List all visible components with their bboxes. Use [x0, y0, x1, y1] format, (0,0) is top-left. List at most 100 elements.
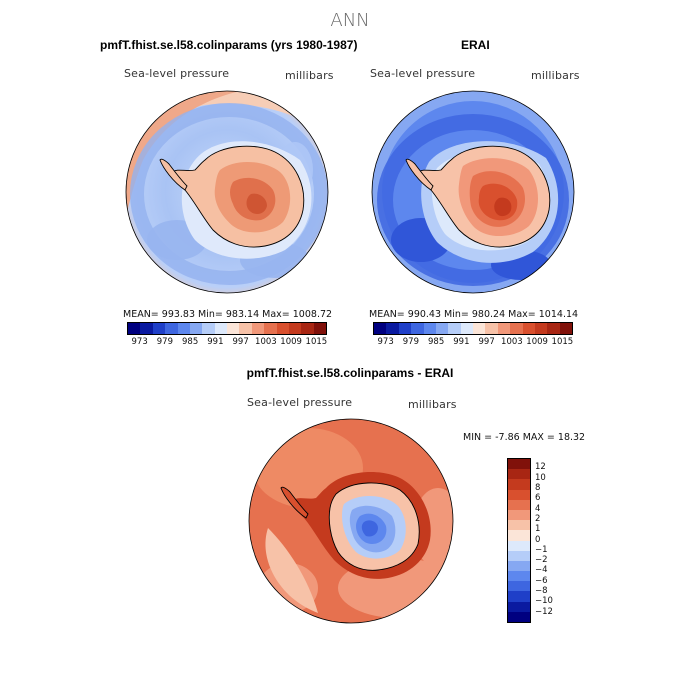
panel1-units: millibars — [285, 69, 334, 82]
panel3-colorbar-swatch — [508, 530, 530, 541]
panel3-colorbar — [507, 458, 531, 623]
panel3-colorbar-tick-label: −1 — [535, 544, 548, 555]
panel3-colorbar-swatch — [508, 581, 530, 592]
panel2-colorbar-swatch — [423, 323, 436, 334]
panel1-colorbar-swatch — [251, 323, 265, 334]
panel1-colorbar-tick-label: 1015 — [305, 337, 328, 347]
panel2-stats: MEAN= 990.43 Min= 980.24 Max= 1014.14 — [369, 309, 579, 320]
panel1-colorbar-tick-label: 973 — [131, 337, 148, 347]
panel1-colorbar-tick-label: 979 — [156, 337, 173, 347]
panel1-colorbar-swatch — [239, 323, 252, 334]
panel2-colorbar-tick-label: 973 — [377, 337, 394, 347]
panel1-colorbar-swatch — [128, 323, 141, 334]
figure-title: ANN — [330, 10, 370, 31]
panel3-colorbar-swatch — [508, 479, 530, 490]
panel2-units: millibars — [531, 69, 580, 82]
panel2-colorbar-swatch — [547, 323, 560, 334]
panel1-colorbar-tick-label: 997 — [232, 337, 249, 347]
panel1-colorbar-tick-label: 1003 — [255, 337, 277, 347]
panel1-colorbar-tick-label: 1009 — [280, 337, 302, 347]
panel3-colorbar-tick-label: −4 — [535, 565, 548, 576]
panel1-colorbar-swatch — [189, 323, 203, 334]
panel3-colorbar-swatch — [508, 540, 530, 551]
panel2-title: ERAI — [461, 38, 490, 52]
panel3-variable: Sea-level pressure — [247, 396, 353, 409]
panel2-colorbar-swatch — [473, 323, 486, 334]
panel2-colorbar-swatch — [374, 323, 387, 334]
panel3-colorbar-swatch — [508, 571, 530, 582]
panel3-colorbar-swatch — [508, 509, 530, 521]
panel3-colorbar-tick-label: 6 — [535, 493, 541, 504]
panel1-stats: MEAN= 993.83 Min= 983.14 Max= 1008.72 — [123, 309, 333, 320]
panel2-colorbar-tick-label: 991 — [453, 337, 470, 347]
panel1-colorbar-swatch — [165, 323, 178, 334]
panel2-colorbar-swatches — [373, 322, 573, 335]
panel2-colorbar-swatch — [435, 323, 449, 334]
panel3-colorbar-swatch — [508, 469, 530, 480]
panel3-colorbar-tick-label: 2 — [535, 513, 541, 524]
panel3-colorbar-tick-label: 10 — [535, 472, 546, 483]
panel3-colorbar-swatch — [508, 601, 530, 612]
panel3-colorbar-tick-label: 0 — [535, 534, 541, 545]
panel3-colorbar-tick-label: 4 — [535, 503, 541, 514]
panel2-colorbar — [373, 322, 573, 335]
panel2-colorbar-swatch — [534, 323, 548, 334]
panel3-colorbar-swatch — [508, 489, 530, 500]
panel3-map — [248, 418, 454, 624]
panel2-colorbar-swatch — [485, 323, 498, 334]
panel3-colorbar-swatch — [508, 611, 530, 622]
panel2-colorbar-tick-label: 1003 — [501, 337, 523, 347]
panel3-colorbar-tick-label: −10 — [535, 596, 553, 607]
panel2-variable: Sea-level pressure — [370, 67, 476, 80]
panel2-colorbar-tick-label: 1015 — [551, 337, 574, 347]
panel2-colorbar-swatch — [448, 323, 461, 334]
panel1-colorbar-swatch — [276, 323, 289, 334]
panel3-colorbar-swatch — [508, 560, 530, 572]
panel2-colorbar-swatch — [522, 323, 535, 334]
panel3-colorbar-swatch — [508, 550, 530, 561]
panel2-colorbar-tick-label: 997 — [478, 337, 495, 347]
panel1-colorbar-swatch — [288, 323, 302, 334]
panel3-colorbar-tick-label: 8 — [535, 482, 541, 493]
panel2-colorbar-swatch — [460, 323, 473, 334]
panel3-colorbar-tick-label: −8 — [535, 586, 548, 597]
panel1-colorbar — [127, 322, 327, 335]
panel2-colorbar-swatch — [398, 323, 412, 334]
panel3-colorbar-tick-label: 12 — [535, 462, 546, 473]
panel3-colorbar-swatch — [508, 459, 530, 470]
panel2-colorbar-swatch — [411, 323, 424, 334]
panel3-colorbar-swatch — [508, 591, 530, 602]
panel2-colorbar-tick-label: 985 — [428, 337, 445, 347]
panel1-title: pmfT.fhist.se.l58.colinparams (yrs 1980-… — [100, 38, 358, 52]
panel1-colorbar-swatch — [140, 323, 153, 334]
panel1-colorbar-swatch — [214, 323, 227, 334]
panel2-colorbar-swatch — [559, 323, 572, 334]
panel1-map — [125, 90, 329, 294]
panel3-colorbar-swatch — [508, 520, 530, 531]
panel3-colorbar-tick-label: −6 — [535, 575, 548, 586]
panel3-title: pmfT.fhist.se.l58.colinparams - ERAI — [246, 366, 454, 380]
panel3-colorbar-tick-label: 1 — [535, 524, 541, 535]
panel3-units: millibars — [408, 398, 457, 411]
panel1-variable: Sea-level pressure — [124, 67, 230, 80]
panel1-colorbar-swatch — [301, 323, 314, 334]
panel1-colorbar-swatches — [127, 322, 327, 335]
panel3-colorbar-tick-label: −2 — [535, 555, 548, 566]
panel1-colorbar-swatch — [202, 323, 215, 334]
panel1-colorbar-tick-label: 991 — [207, 337, 224, 347]
panel2-map — [371, 90, 575, 294]
panel2-colorbar-tick-label: 979 — [402, 337, 419, 347]
panel1-colorbar-tick-label: 985 — [182, 337, 199, 347]
panel1-colorbar-swatch — [227, 323, 240, 334]
panel1-colorbar-swatch — [264, 323, 277, 334]
panel3-colorbar-swatch — [508, 499, 530, 510]
panel3-stats: MIN = -7.86 MAX = 18.32 — [463, 432, 586, 443]
panel2-colorbar-swatch — [497, 323, 511, 334]
panel1-colorbar-swatch — [152, 323, 166, 334]
panel3-colorbar-tick-label: −12 — [535, 606, 553, 617]
panel1-colorbar-swatch — [177, 323, 190, 334]
panel2-colorbar-swatch — [386, 323, 399, 334]
panel2-colorbar-swatch — [510, 323, 523, 334]
panel2-colorbar-tick-label: 1009 — [526, 337, 548, 347]
